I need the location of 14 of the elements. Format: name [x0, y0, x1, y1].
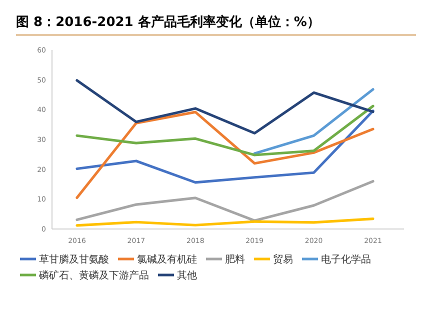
legend-label: 肥料 [225, 254, 245, 266]
line-series [76, 110, 374, 199]
legend-label: 贸易 [273, 254, 293, 266]
line-series [76, 110, 374, 184]
line-series [76, 180, 374, 222]
chart-title: 图 8：2016-2021 各产品毛利率变化（单位：%） [16, 14, 320, 30]
legend-label: 氯碱及有机硅 [137, 254, 197, 266]
legend-label: 草甘膦及甘氨酸 [39, 254, 109, 266]
line-series [76, 218, 374, 227]
legend-label: 其他 [177, 270, 197, 282]
legend-label: 电子化学品 [321, 254, 371, 266]
line-series [76, 104, 374, 156]
legend-label: 磷矿石、黄磷及下游产品 [38, 270, 149, 282]
line-series [76, 79, 374, 135]
